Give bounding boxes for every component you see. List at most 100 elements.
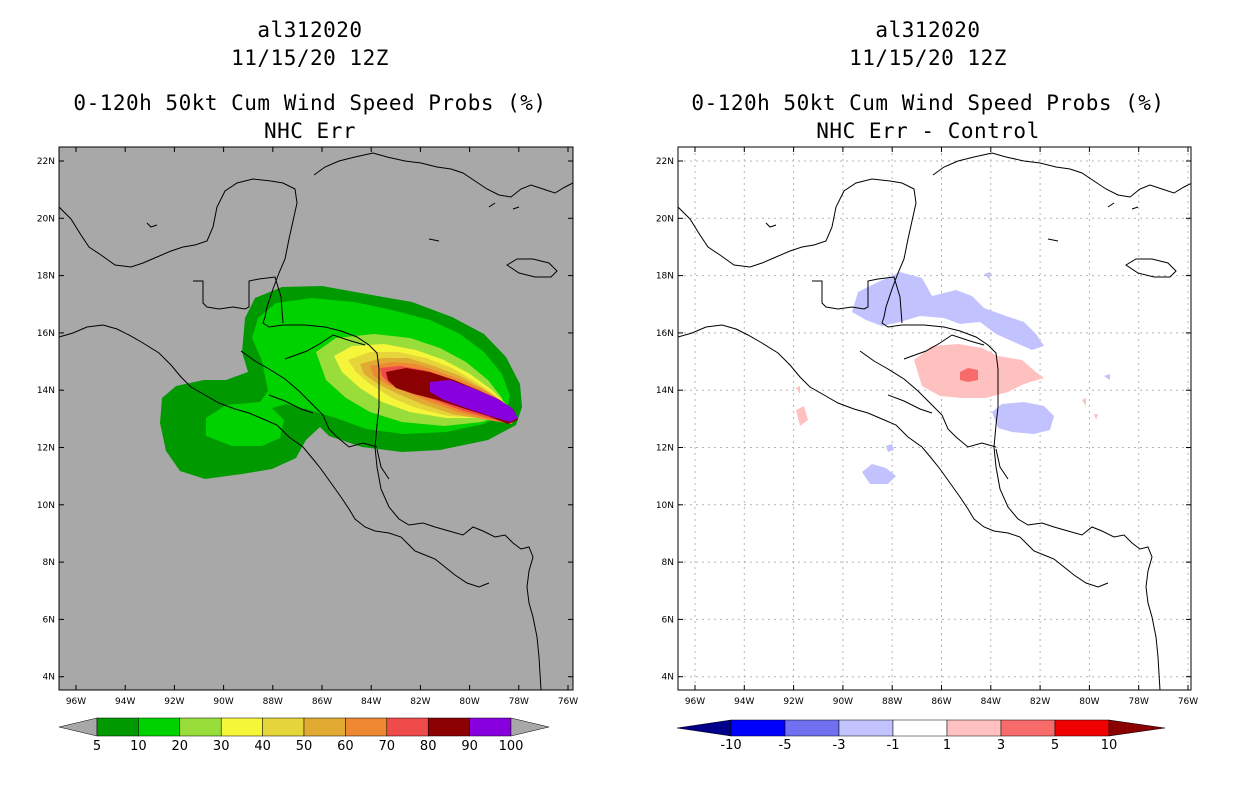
lat-tick-label: 14N xyxy=(656,386,674,396)
colorbar-swatch xyxy=(1054,719,1110,737)
colorbar-label: 5 xyxy=(1051,738,1059,753)
colorbar-label: 70 xyxy=(379,739,396,754)
colorbar-label: 20 xyxy=(172,739,189,754)
lon-tick-label: 90W xyxy=(213,697,233,707)
lon-tick-label: 82W xyxy=(1030,697,1050,707)
diff-negative-patch xyxy=(992,402,1054,434)
colorbar-label: 100 xyxy=(499,739,524,754)
lon-tick-label: 78W xyxy=(509,697,529,707)
lat-tick-label: 22N xyxy=(656,157,674,167)
diff-positive-patch xyxy=(1094,414,1098,420)
colorbar-label: 50 xyxy=(296,739,313,754)
lon-tick-label: 80W xyxy=(459,697,479,707)
right-map-panel: 22N 20N 18N 16N 14N 12N 10N 8N 6N 4N 96W 94W 92W 90W… xyxy=(656,146,1198,707)
colorbar-label: 30 xyxy=(213,739,230,754)
colorbar-label: -3 xyxy=(833,738,846,753)
diff-positive-patch xyxy=(796,386,800,394)
right-map-frame xyxy=(677,146,1192,691)
left-colorbar: 5 10 20 30 40 50 60 70 80 90 100 xyxy=(58,717,550,754)
lat-tick-label: 6N xyxy=(43,615,55,625)
colorbar-swatch xyxy=(892,719,948,737)
right-gridlines xyxy=(678,147,1191,690)
colorbar-label: 1 xyxy=(943,738,951,753)
diff-negative-patch xyxy=(1104,374,1110,380)
colorbar-low-arrow xyxy=(676,719,732,737)
right-map-background xyxy=(678,147,1191,690)
left-product-title: 0-120h 50kt Cum Wind Speed Probs (%) xyxy=(73,91,547,115)
left-longitude-axis: 96W 94W 92W 90W 88W 86W 84W 82W 80W 78W 76W xyxy=(66,147,578,707)
lat-tick-label: 20N xyxy=(37,214,55,224)
colorbar-swatch xyxy=(784,719,840,737)
lon-tick-label: 94W xyxy=(734,697,754,707)
lon-tick-label: 76W xyxy=(558,697,578,707)
lat-tick-label: 12N xyxy=(37,444,55,454)
colorbar-swatch xyxy=(96,717,139,737)
colorbar-swatch xyxy=(220,717,263,737)
lon-tick-label: 94W xyxy=(115,697,135,707)
colorbar-swatch xyxy=(179,717,222,737)
lat-tick-label: 8N xyxy=(662,558,674,568)
contour-90pct xyxy=(430,380,518,422)
diff-positive-patch xyxy=(1082,398,1086,406)
colorbar-label: -1 xyxy=(887,738,900,753)
colorbar-label: 3 xyxy=(997,738,1005,753)
colorbar-low-arrow xyxy=(58,717,98,737)
lon-tick-label: 88W xyxy=(263,697,283,707)
colorbar-swatch xyxy=(469,717,512,737)
colorbar-label: 40 xyxy=(254,739,271,754)
lon-tick-label: 80W xyxy=(1079,697,1099,707)
lat-tick-label: 10N xyxy=(656,501,674,511)
lat-tick-label: 18N xyxy=(37,272,55,282)
lat-tick-label: 8N xyxy=(43,558,55,568)
colorbar-swatch xyxy=(730,719,786,737)
colorbar-label: 80 xyxy=(420,739,437,754)
lon-tick-label: 92W xyxy=(164,697,184,707)
diff-positive-core xyxy=(960,368,978,382)
left-map-frame xyxy=(58,146,574,691)
colorbar-swatch xyxy=(138,717,181,737)
left-storm-id: al312020 xyxy=(257,18,363,42)
lon-tick-label: 76W xyxy=(1178,697,1198,707)
lat-tick-label: 14N xyxy=(37,386,55,396)
right-difference-contours xyxy=(678,152,1191,690)
diff-positive-patch xyxy=(796,406,808,426)
lon-tick-label: 78W xyxy=(1129,697,1149,707)
colorbar-swatch xyxy=(838,719,894,737)
lon-tick-label: 82W xyxy=(410,697,430,707)
lat-tick-label: 16N xyxy=(37,329,55,339)
diff-negative-patch xyxy=(852,272,1044,350)
right-colorbar: -10 -5 -3 -1 1 3 5 10 xyxy=(676,719,1166,753)
colorbar-label: 90 xyxy=(461,739,478,754)
right-datetime: 11/15/20 12Z xyxy=(849,46,1007,70)
diff-negative-patch xyxy=(984,272,990,280)
left-probability-contours xyxy=(59,152,573,690)
right-subtitle: NHC Err - Control xyxy=(816,119,1040,143)
colorbar-label: -5 xyxy=(779,738,792,753)
colorbar-label: 10 xyxy=(1101,738,1118,753)
colorbar-label: 5 xyxy=(93,739,101,754)
colorbar-swatch xyxy=(262,717,305,737)
left-latitude-axis: 22N 20N 18N 16N 14N 12N 10N 8N 6N 4N xyxy=(37,157,573,683)
left-datetime: 11/15/20 12Z xyxy=(231,46,389,70)
lat-tick-label: 12N xyxy=(656,444,674,454)
right-storm-id: al312020 xyxy=(875,18,981,42)
lat-tick-label: 4N xyxy=(662,673,674,683)
lon-tick-label: 86W xyxy=(312,697,332,707)
lat-tick-label: 18N xyxy=(656,272,674,282)
diff-positive-patch xyxy=(914,344,1044,398)
lat-tick-label: 22N xyxy=(37,157,55,167)
colorbar-high-arrow xyxy=(1108,719,1166,737)
colorbar-swatch xyxy=(1000,719,1056,737)
lat-tick-label: 10N xyxy=(37,501,55,511)
lat-tick-label: 20N xyxy=(656,214,674,224)
right-longitude-axis: 96W 94W 92W 90W 88W 86W 84W 82W 80W 78W 76W xyxy=(685,147,1198,707)
colorbar-swatch xyxy=(946,719,1002,737)
lon-tick-label: 96W xyxy=(685,697,705,707)
lon-tick-label: 96W xyxy=(66,697,86,707)
left-subtitle: NHC Err xyxy=(263,119,356,143)
lon-tick-label: 84W xyxy=(361,697,381,707)
colorbar-label: 60 xyxy=(337,739,354,754)
right-product-title: 0-120h 50kt Cum Wind Speed Probs (%) xyxy=(691,91,1165,115)
lat-tick-label: 16N xyxy=(656,329,674,339)
colorbar-swatch xyxy=(345,717,388,737)
